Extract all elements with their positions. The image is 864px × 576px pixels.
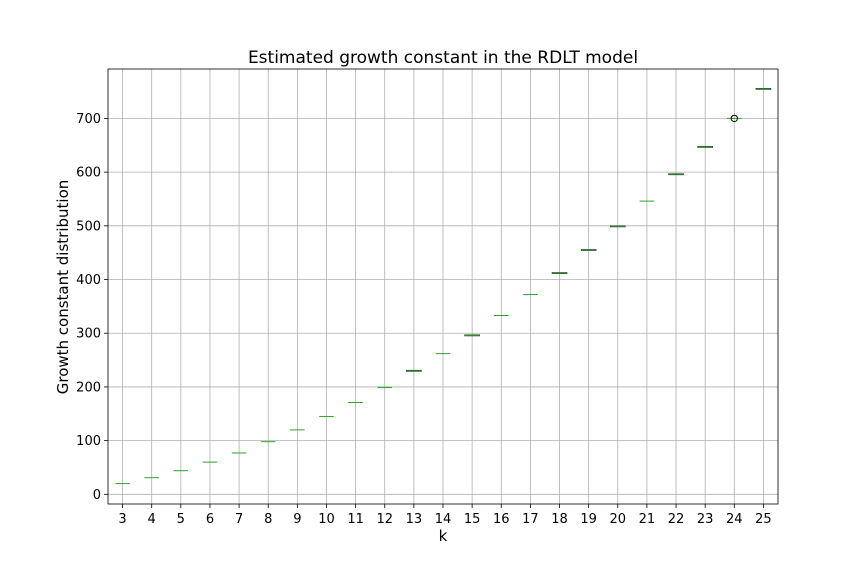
x-tick-label-9: 9	[293, 512, 301, 527]
x-tick-label-16: 16	[493, 512, 510, 527]
x-tick-label-23: 23	[697, 512, 714, 527]
x-tick-label-21: 21	[639, 512, 656, 527]
x-tick-label-4: 4	[148, 512, 156, 527]
y-tick-label-400: 400	[76, 273, 101, 288]
x-tick-label-13: 13	[406, 512, 423, 527]
x-tick-label-8: 8	[264, 512, 272, 527]
x-tick-label-24: 24	[726, 512, 743, 527]
y-tick-label-300: 300	[76, 327, 101, 342]
x-tick-label-22: 22	[668, 512, 685, 527]
y-tick-label-700: 700	[76, 112, 101, 127]
y-tick-label-500: 500	[76, 219, 101, 234]
y-tick-label-600: 600	[76, 166, 101, 181]
x-tick-label-18: 18	[551, 512, 568, 527]
x-tick-label-25: 25	[755, 512, 772, 527]
x-tick-label-15: 15	[464, 512, 481, 527]
y-tick-label-200: 200	[76, 380, 101, 395]
x-tick-label-11: 11	[347, 512, 364, 527]
grid-lines	[108, 69, 778, 504]
boxes-group	[115, 87, 772, 485]
y-tick-label-0: 0	[93, 488, 101, 503]
y-tick-label-100: 100	[76, 434, 101, 449]
x-tick-label-7: 7	[235, 512, 243, 527]
x-tick-label-19: 19	[580, 512, 597, 527]
x-tick-label-12: 12	[376, 512, 393, 527]
y-axis-ticks: 0 100 200 300 400 500 600 700	[76, 112, 108, 503]
x-axis-label: k	[439, 527, 448, 545]
x-tick-label-5: 5	[177, 512, 185, 527]
y-axis-label: Growth constant distribution	[54, 180, 72, 395]
x-tick-label-20: 20	[610, 512, 627, 527]
x-axis-ticks: 3 4 5 6 7 8 9 10 11 12 13 14 15 16 17 18 19 20 21 22 23 24 25	[118, 504, 772, 527]
outlier-point-k-24-0	[730, 114, 739, 123]
chart-title: Estimated growth constant in the RDLT mo…	[248, 48, 638, 68]
x-tick-label-6: 6	[206, 512, 214, 527]
x-tick-label-10: 10	[318, 512, 335, 527]
x-tick-label-3: 3	[118, 512, 126, 527]
x-tick-label-14: 14	[435, 512, 452, 527]
x-tick-label-17: 17	[522, 512, 539, 527]
